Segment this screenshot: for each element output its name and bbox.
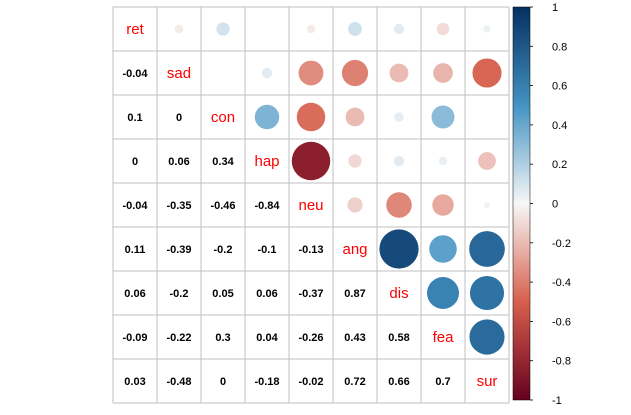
corr-value-con-ret: 0.1 bbox=[127, 112, 142, 124]
colorbar-tick-label: -0.4 bbox=[552, 277, 571, 289]
corr-circle-ret-sad bbox=[174, 24, 184, 34]
corr-value-dis-con: 0.05 bbox=[212, 288, 233, 300]
corr-circle-ret-fea bbox=[436, 22, 450, 36]
corr-circle-sad-ang bbox=[341, 59, 369, 87]
colorbar: 1 0.8 0.6 0.4 0.2 0 -0.2 -0.4 -0.6 -0.8 -1 bbox=[512, 2, 571, 407]
corr-value-dis-sad: -0.2 bbox=[170, 288, 189, 300]
corr-value-sur-fea: 0.7 bbox=[435, 376, 450, 388]
corr-value-fea-hap: 0.04 bbox=[256, 332, 278, 344]
diagonal-label-ang: ang bbox=[342, 241, 367, 258]
corr-circle-sad-fea bbox=[433, 63, 453, 83]
corr-circle-neu-sur bbox=[484, 202, 490, 208]
corr-value-hap-con: 0.34 bbox=[212, 156, 234, 168]
colorbar-tick-label: -0.8 bbox=[552, 356, 571, 368]
upper-triangle-circles bbox=[174, 22, 505, 355]
corr-circle-hap-fea bbox=[438, 156, 448, 166]
corr-circle-neu-fea bbox=[432, 194, 454, 216]
corr-circle-hap-dis bbox=[393, 155, 405, 167]
corr-circle-sad-hap bbox=[261, 67, 273, 79]
corr-value-dis-ret: 0.06 bbox=[124, 288, 145, 300]
diagonal-label-sad: sad bbox=[167, 65, 191, 82]
colorbar-tick-label: -1 bbox=[552, 395, 562, 407]
corr-circle-fea-sur bbox=[469, 319, 505, 355]
corr-value-sad-ret: -0.04 bbox=[122, 68, 148, 80]
corr-circle-con-ang bbox=[345, 107, 365, 127]
diagonal-label-sur: sur bbox=[477, 373, 498, 390]
diagonal-label-dis: dis bbox=[389, 285, 408, 302]
diagonal-label-fea: fea bbox=[433, 329, 455, 346]
colorbar-tick-label: 0.4 bbox=[552, 120, 567, 132]
corr-circle-dis-sur bbox=[469, 275, 505, 311]
corr-circle-sad-neu bbox=[298, 60, 324, 86]
corr-circle-hap-sur bbox=[478, 152, 496, 170]
colorbar-tick-label: 0.2 bbox=[552, 159, 567, 171]
corr-value-ang-ret: 0.11 bbox=[125, 244, 146, 256]
corr-circle-dis-fea bbox=[427, 277, 459, 309]
corr-value-hap-ret: 0 bbox=[132, 156, 138, 168]
colorbar-tick-label: 1 bbox=[552, 2, 558, 14]
corr-circle-con-neu bbox=[296, 102, 326, 132]
corr-circle-ang-fea bbox=[429, 235, 457, 263]
corr-value-ang-con: -0.2 bbox=[214, 244, 233, 256]
corr-value-neu-con: -0.46 bbox=[210, 200, 235, 212]
matrix-grid bbox=[112, 6, 510, 404]
corr-circle-ret-dis bbox=[393, 23, 405, 35]
matrix-text: ret -0.04 sad 0.1 0 con 0 0.06 0.34 hap -0.04 -0.35… bbox=[122, 21, 497, 390]
corr-value-neu-sad: -0.35 bbox=[166, 200, 191, 212]
corr-value-sur-con: 0 bbox=[220, 376, 226, 388]
corr-value-ang-hap: -0.1 bbox=[258, 244, 277, 256]
corr-value-sur-sad: -0.48 bbox=[166, 376, 191, 388]
corr-value-sur-dis: 0.66 bbox=[388, 376, 409, 388]
corr-value-dis-neu: -0.37 bbox=[298, 288, 323, 300]
corr-circle-ret-ang bbox=[348, 22, 362, 36]
corr-circle-ret-sur bbox=[483, 25, 491, 33]
corr-value-fea-dis: 0.58 bbox=[388, 332, 409, 344]
corr-circle-con-fea bbox=[431, 105, 455, 129]
corr-circle-neu-dis bbox=[386, 192, 412, 218]
corr-value-fea-con: 0.3 bbox=[215, 332, 230, 344]
corr-value-fea-ang: 0.43 bbox=[344, 332, 365, 344]
corr-circle-con-hap bbox=[254, 104, 280, 130]
corr-circle-ret-neu bbox=[306, 24, 316, 34]
corr-circle-ang-sur bbox=[469, 231, 505, 267]
colorbar-scale bbox=[512, 6, 531, 401]
corr-value-sur-hap: -0.18 bbox=[254, 376, 279, 388]
corr-value-sur-ret: 0.03 bbox=[124, 376, 145, 388]
diagonal-label-con: con bbox=[211, 109, 235, 126]
corr-value-fea-sad: -0.22 bbox=[166, 332, 191, 344]
colorbar-tick-label: 0 bbox=[552, 199, 558, 211]
colorbar-tick-label: -0.6 bbox=[552, 316, 571, 328]
corr-value-hap-sad: 0.06 bbox=[168, 156, 189, 168]
corr-value-sur-neu: -0.02 bbox=[298, 376, 323, 388]
corr-circle-ret-con bbox=[216, 22, 230, 36]
corr-value-dis-hap: 0.06 bbox=[256, 288, 277, 300]
corr-circle-hap-ang bbox=[348, 154, 362, 168]
corr-circle-con-dis bbox=[394, 112, 404, 122]
diagonal-label-hap: hap bbox=[254, 153, 279, 170]
corr-circle-sad-sur bbox=[472, 58, 502, 88]
corr-value-sur-ang: 0.72 bbox=[344, 376, 365, 388]
corr-value-con-sad: 0 bbox=[176, 112, 182, 124]
corr-value-fea-neu: -0.26 bbox=[298, 332, 323, 344]
colorbar-tick-label: -0.2 bbox=[552, 238, 571, 250]
diagonal-label-ret: ret bbox=[126, 21, 144, 38]
corr-value-ang-sad: -0.39 bbox=[166, 244, 191, 256]
colorbar-tick-label: 0.8 bbox=[552, 41, 567, 53]
corr-circle-sad-dis bbox=[389, 63, 409, 83]
colorbar-tick-label: 0.6 bbox=[552, 81, 567, 93]
diagonal-label-neu: neu bbox=[298, 197, 323, 214]
corr-circle-neu-ang bbox=[347, 197, 363, 213]
corr-circle-ang-dis bbox=[379, 229, 419, 269]
corr-value-neu-ret: -0.04 bbox=[122, 200, 148, 212]
corr-value-dis-ang: 0.87 bbox=[344, 288, 365, 300]
corr-circle-hap-neu bbox=[291, 141, 331, 181]
corr-value-ang-neu: -0.13 bbox=[298, 244, 323, 256]
corr-value-neu-hap: -0.84 bbox=[254, 200, 280, 212]
corr-value-fea-ret: -0.09 bbox=[122, 332, 147, 344]
